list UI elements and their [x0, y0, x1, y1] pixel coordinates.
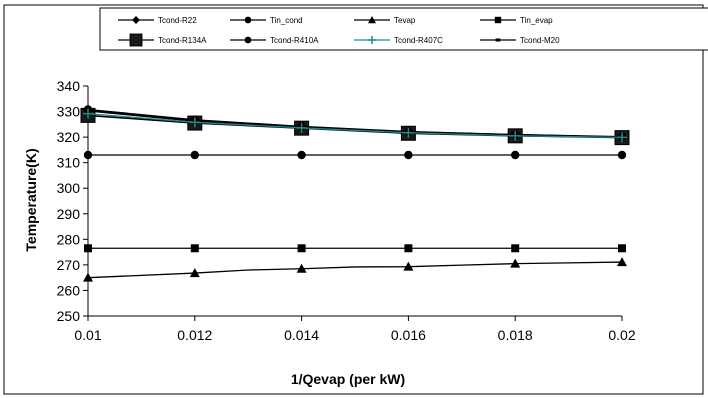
x-axis-title: 1/Qevap (per kW)	[291, 371, 405, 387]
chart-frame	[3, 4, 704, 395]
y-tick-label: 250	[57, 308, 81, 324]
plus-marker	[368, 36, 376, 44]
legend-entry: Tevap	[354, 16, 416, 25]
x-tick-label: 0.016	[391, 327, 426, 343]
square-marker	[84, 244, 92, 253]
legend-label: Tin_cond	[270, 16, 303, 25]
series-tin-cond	[83, 150, 627, 160]
x-tick-label: 0.02	[608, 327, 635, 343]
x-tick-label: 0.012	[177, 327, 212, 343]
x-tick-label: 0.014	[284, 327, 319, 343]
square-marker	[404, 244, 413, 253]
legend-label: Tcond-R134A	[158, 36, 207, 45]
y-axis-title: Temperature(K)	[23, 148, 39, 251]
x-tick-label: 0.01	[74, 327, 101, 343]
series-line	[87, 261, 623, 279]
series-tin-evap	[84, 244, 626, 253]
plus-marker	[510, 130, 521, 141]
y-tick-label: 280	[57, 231, 81, 247]
y-tick-label: 310	[57, 155, 81, 171]
series-tcond-r407c	[83, 108, 627, 143]
y-tick-label: 290	[57, 206, 81, 222]
y-tick-label: 300	[57, 180, 81, 196]
legend-label: Tcond-R407C	[394, 36, 443, 45]
legend-label: Tevap	[394, 16, 416, 25]
legend-entry: Tcond-M20	[480, 36, 560, 45]
legend-entry: Tcond-R134A	[118, 33, 207, 47]
circle-marker	[617, 150, 627, 160]
y-tick-label: 320	[57, 129, 81, 145]
y-tick-label: 270	[57, 257, 81, 273]
series-line	[87, 112, 623, 139]
square-marker	[190, 244, 199, 253]
circle-marker	[404, 150, 413, 160]
x-tick-label: 0.018	[498, 327, 533, 343]
triangle-marker	[83, 272, 93, 282]
axes: 250 260 270 280 290 300 310 320 330 340 0.01 0.012 0…	[57, 78, 636, 343]
y-tick-label: 260	[57, 282, 81, 298]
triangle-marker	[368, 16, 376, 24]
circle-marker	[244, 36, 252, 44]
legend-entry: Tin_evap	[480, 16, 553, 25]
legend-entry: Tcond-R22	[118, 16, 197, 25]
legend-entry: Tcond-R407C	[354, 36, 443, 45]
legend-entry: Tin_cond	[230, 16, 303, 25]
legend-label: Tin_evap	[520, 16, 553, 25]
legend-label: Tcond-M20	[520, 36, 560, 45]
triangle-marker	[403, 261, 414, 271]
plus-marker	[83, 108, 93, 119]
circle-marker	[83, 150, 93, 160]
square-marker	[297, 244, 306, 253]
series-tevap	[83, 257, 627, 282]
big-square-marker	[129, 33, 143, 47]
plus-marker	[296, 122, 307, 133]
plus-marker	[617, 132, 627, 143]
plus-marker	[189, 117, 200, 128]
legend-entry: Tcond-R410A	[230, 36, 319, 45]
y-tick-label: 340	[57, 78, 81, 94]
triangle-marker	[296, 263, 307, 273]
triangle-marker	[189, 268, 200, 278]
circle-marker	[297, 150, 306, 160]
square-marker	[511, 244, 520, 253]
legend: Tcond-R22 Tin_cond Tevap Tin_evap Tcond-R134…	[118, 16, 560, 47]
legend-label: Tcond-R410A	[270, 36, 319, 45]
legend-box	[99, 7, 708, 51]
circle-marker	[511, 150, 520, 160]
circle-marker	[244, 16, 252, 24]
legend-label: Tcond-R22	[158, 16, 197, 25]
y-tick-label: 330	[57, 104, 81, 120]
triangle-marker	[510, 258, 521, 268]
square-marker	[618, 244, 626, 253]
triangle-marker	[617, 257, 627, 267]
series-layer	[80, 105, 630, 282]
plus-marker	[403, 127, 414, 138]
dash-marker	[495, 38, 501, 42]
diamond-marker	[132, 16, 140, 24]
square-marker	[494, 16, 502, 24]
circle-marker	[190, 150, 199, 160]
